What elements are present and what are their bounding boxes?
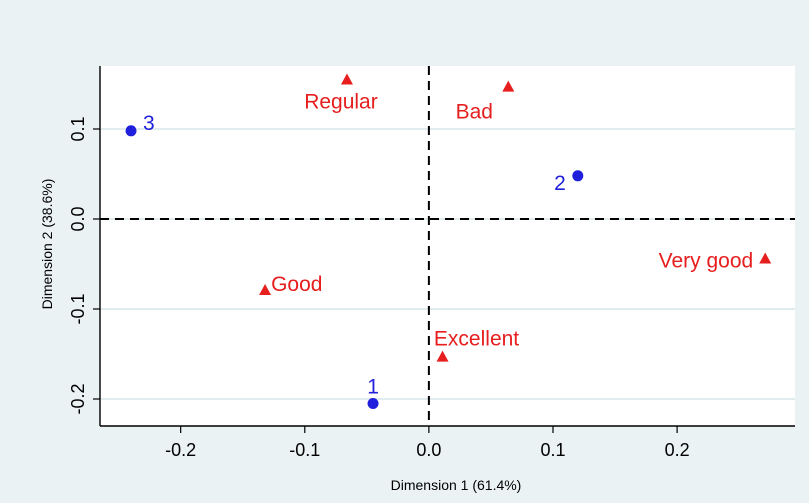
point-marker-1 (367, 398, 379, 409)
y-tick-label-2: 0.0 (68, 206, 88, 231)
point-label-2: 2 (554, 172, 566, 195)
point-label-excellent: Excellent (434, 328, 519, 351)
x-tick-label-4: 0.2 (665, 440, 690, 460)
point-marker-bad (502, 80, 515, 92)
point-marker-3 (125, 125, 137, 137)
plot-area: -0.2 -0.1 0.0 0.1 0.2 -0.2 -0.1 0.0 0.1 1 2 3 Regula… (68, 66, 795, 460)
point-label-bad: Bad (456, 101, 493, 124)
point-marker-excellent (436, 350, 449, 362)
point-label-1: 1 (367, 376, 379, 399)
y-axis-title: Dimension 2 (38.6%) (39, 179, 55, 310)
x-tick-label-0: -0.2 (165, 440, 196, 460)
point-label-very-good: Very good (659, 250, 754, 273)
x-tick-label-2: 0.0 (416, 440, 441, 460)
point-label-3: 3 (143, 112, 155, 135)
x-axis-title: Dimension 1 (61.4%) (391, 477, 522, 493)
x-tick-label-3: 0.1 (540, 440, 565, 460)
plot-background (100, 66, 795, 426)
point-marker-2 (572, 170, 584, 182)
point-marker-regular (340, 73, 353, 85)
y-tick-label-1: -0.1 (68, 293, 88, 324)
point-marker-good (259, 284, 272, 296)
point-label-regular: Regular (304, 91, 378, 114)
y-tick-label-3: 0.1 (68, 116, 88, 141)
y-tick-label-0: -0.2 (68, 383, 88, 414)
point-label-good: Good (271, 273, 322, 296)
point-marker-very-good (759, 252, 772, 264)
x-tick-label-1: -0.1 (289, 440, 320, 460)
